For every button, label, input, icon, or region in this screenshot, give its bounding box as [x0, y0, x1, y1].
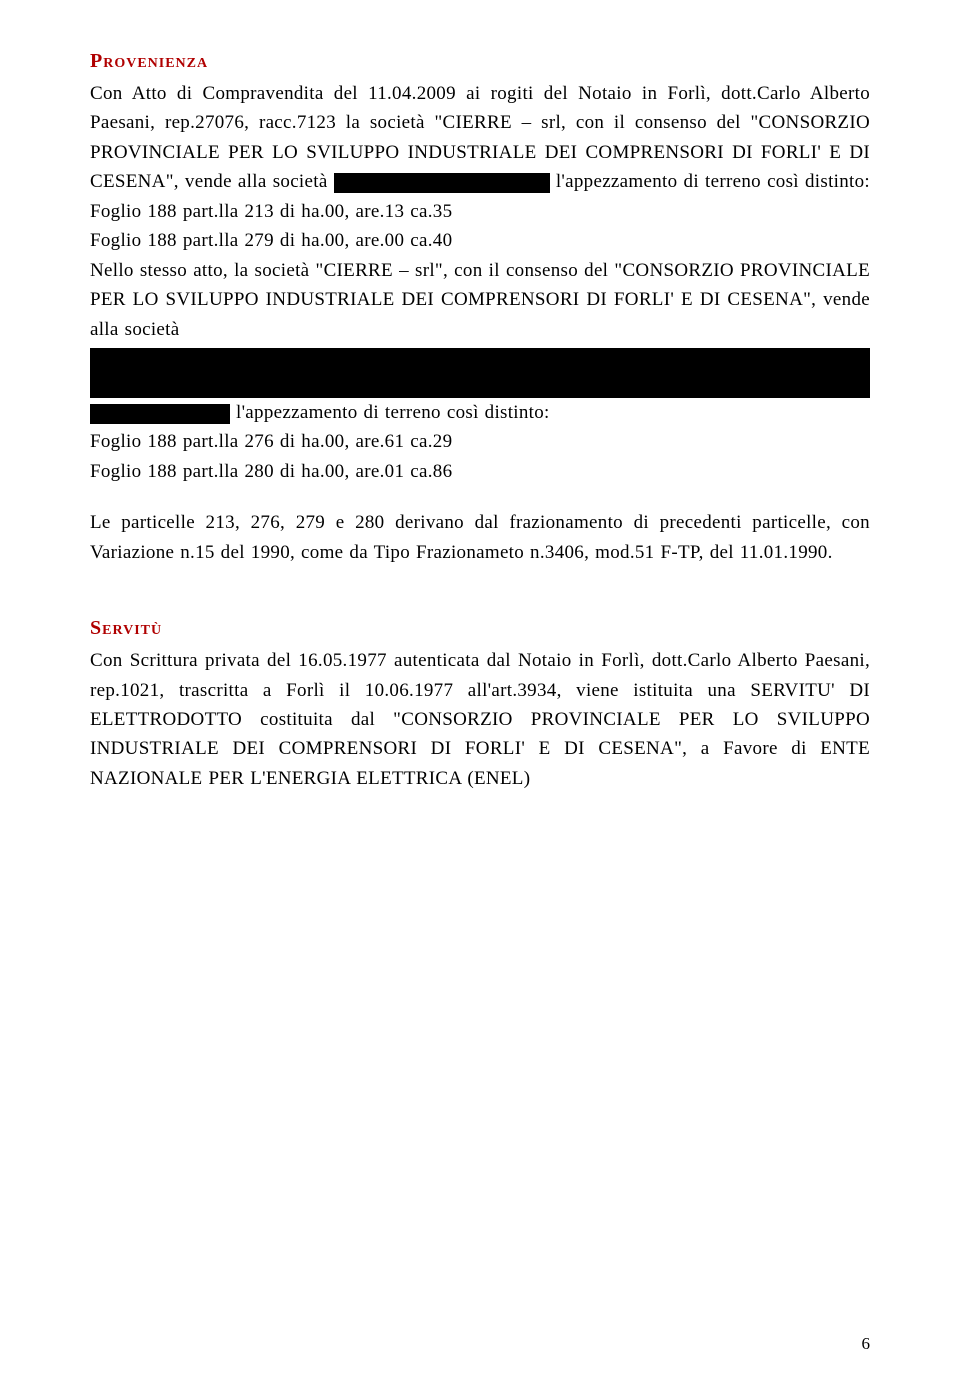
redaction-inline-1 — [334, 173, 550, 193]
gap-1 — [90, 486, 870, 508]
page-number: 6 — [862, 1334, 871, 1354]
paragraph-nello-stesso: Nello stesso atto, la società "CIERRE – … — [90, 256, 870, 344]
paragraph-foglio-279: Foglio 188 part.lla 279 di ha.00, are.00… — [90, 226, 870, 255]
paragraph-particelle: Le particelle 213, 276, 279 e 280 deriva… — [90, 508, 870, 567]
redaction-inline-2 — [90, 404, 230, 424]
document-page: Provenienza Con Atto di Compravendita de… — [0, 0, 960, 1384]
heading-provenienza: Provenienza — [90, 50, 870, 73]
text-p5-post: l'appezzamento di terreno così distinto: — [230, 402, 550, 423]
paragraph-foglio-276: Foglio 188 part.lla 276 di ha.00, are.61… — [90, 427, 870, 456]
paragraph-foglio-280: Foglio 188 part.lla 280 di ha.00, are.01… — [90, 457, 870, 486]
redaction-block-1 — [90, 348, 870, 398]
paragraph-appezzamento-2: l'appezzamento di terreno così distinto: — [90, 398, 870, 427]
paragraph-servitu: Con Scrittura privata del 16.05.1977 aut… — [90, 646, 870, 793]
heading-servitu: Servitù — [90, 617, 870, 640]
gap-2 — [90, 567, 870, 617]
paragraph-atto: Con Atto di Compravendita del 11.04.2009… — [90, 79, 870, 226]
